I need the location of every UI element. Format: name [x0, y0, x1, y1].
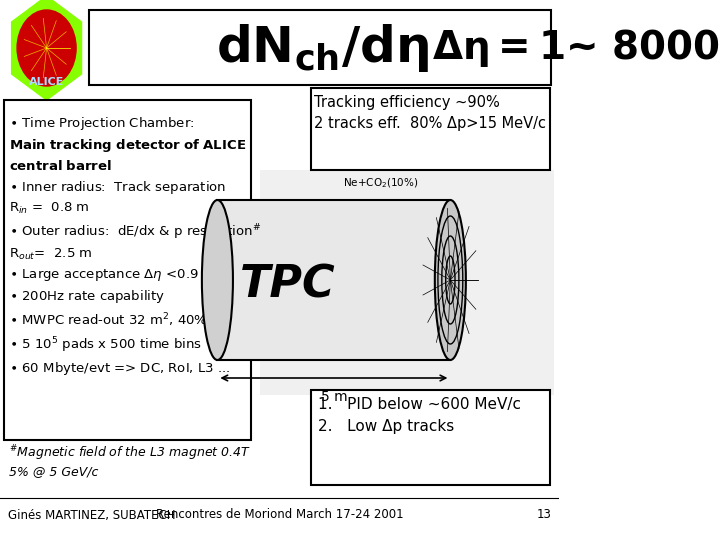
- Ellipse shape: [435, 200, 466, 360]
- Ellipse shape: [202, 200, 233, 360]
- Text: $\mathbf{\Delta\eta=1}$~ 8000: $\mathbf{\Delta\eta=1}$~ 8000: [419, 27, 720, 69]
- Text: $\bullet$ Time Projection Chamber:    
$\mathbf{Main\ tracking\ detector\ of\ AL: $\bullet$ Time Projection Chamber: $\mat…: [9, 115, 261, 377]
- Text: dN$_{\mathbf{ch}}$/d$\mathbf{\eta}$: dN$_{\mathbf{ch}}$/d$\mathbf{\eta}$: [216, 22, 428, 74]
- FancyBboxPatch shape: [310, 88, 550, 170]
- FancyBboxPatch shape: [260, 170, 554, 395]
- Text: Rencontres de Moriond March 17-24 2001: Rencontres de Moriond March 17-24 2001: [156, 509, 403, 522]
- Text: 5 m: 5 m: [320, 390, 347, 404]
- Text: ALICE: ALICE: [29, 77, 64, 87]
- Text: 13: 13: [536, 509, 552, 522]
- FancyBboxPatch shape: [310, 390, 550, 485]
- FancyBboxPatch shape: [4, 100, 251, 440]
- Bar: [217, 200, 450, 360]
- Text: TPC: TPC: [240, 264, 335, 307]
- Text: Tracking efficiency ~90%
2 tracks eff.  80% Δp>15 MeV/c: Tracking efficiency ~90% 2 tracks eff. 8…: [314, 95, 546, 131]
- Text: Ginés MARTINEZ, SUBATECH: Ginés MARTINEZ, SUBATECH: [8, 509, 175, 522]
- Text: 1.   PID below ~600 MeV/c
2.   Low Δp tracks: 1. PID below ~600 MeV/c 2. Low Δp tracks: [318, 397, 521, 434]
- Text: Ne+CO$_2$(10%): Ne+CO$_2$(10%): [343, 177, 418, 190]
- FancyBboxPatch shape: [89, 10, 552, 85]
- Text: $^{\#}$Magnetic field of the L3 magnet 0.4T
5% @ 5 GeV/c: $^{\#}$Magnetic field of the L3 magnet 0…: [9, 443, 251, 477]
- Circle shape: [17, 10, 76, 86]
